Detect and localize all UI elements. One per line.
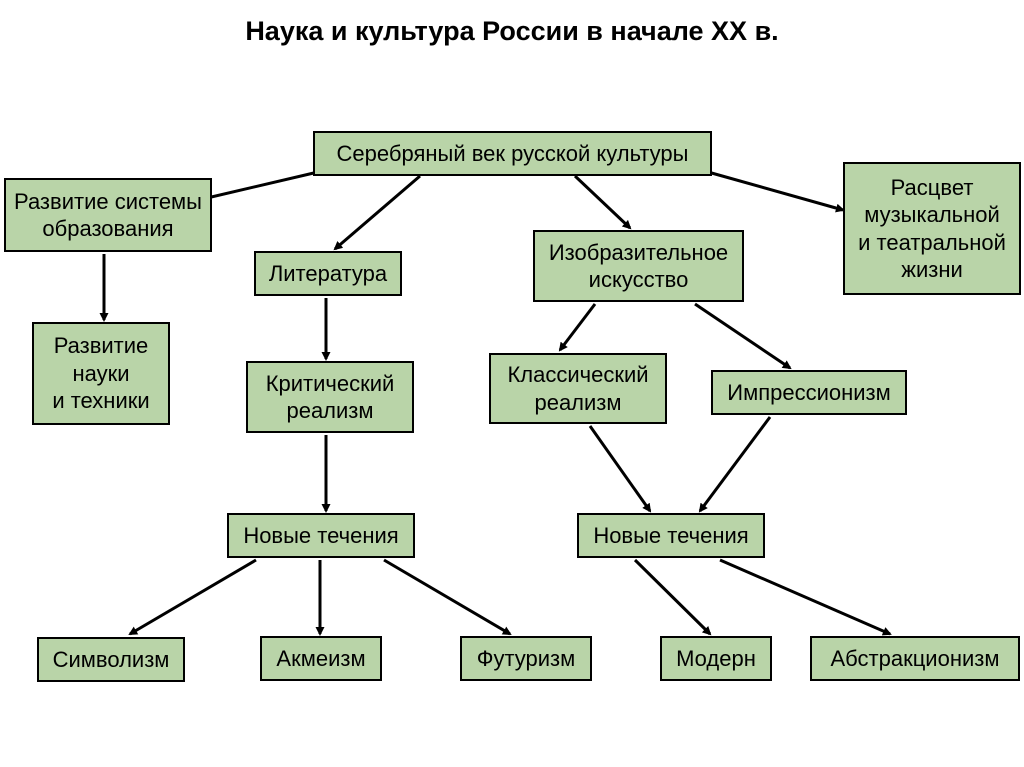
node-label: Развитие науки и техники: [52, 332, 149, 415]
node-trend2: Новые течения: [577, 513, 765, 558]
node-label: Абстракционизм: [831, 645, 1000, 673]
node-label: Критический реализм: [266, 370, 395, 425]
edge-arrow: [560, 304, 595, 350]
node-label: Символизм: [53, 646, 170, 674]
node-edu: Развитие системы образования: [4, 178, 212, 252]
node-label: Модерн: [676, 645, 756, 673]
node-label: Акмеизм: [276, 645, 365, 673]
node-label: Футуризм: [477, 645, 576, 673]
node-label: Импрессионизм: [727, 379, 891, 407]
node-label: Изобразительное искусство: [549, 239, 728, 294]
edge-arrow: [708, 172, 843, 210]
edge-arrow: [700, 417, 770, 511]
node-music: Расцвет музыкальной и театральной жизни: [843, 162, 1021, 295]
node-silver: Серебряный век русской культуры: [313, 131, 712, 176]
node-crit: Критический реализм: [246, 361, 414, 433]
node-label: Новые течения: [243, 522, 398, 550]
node-art: Изобразительное искусство: [533, 230, 744, 302]
node-label: Развитие системы образования: [14, 188, 202, 243]
node-label: Расцвет музыкальной и театральной жизни: [858, 174, 1006, 284]
node-acme: Акмеизм: [260, 636, 382, 681]
node-label: Новые течения: [593, 522, 748, 550]
edge-arrow: [384, 560, 510, 634]
node-label: Классический реализм: [507, 361, 648, 416]
edge-arrow: [590, 426, 650, 511]
node-modern: Модерн: [660, 636, 772, 681]
edge-arrow: [720, 560, 890, 634]
node-trend1: Новые течения: [227, 513, 415, 558]
edge-arrow: [335, 176, 420, 249]
edge-arrow: [575, 176, 630, 228]
diagram-title: Наука и культура России в начале XX в.: [0, 16, 1024, 47]
edge-arrow: [695, 304, 790, 368]
node-lit: Литература: [254, 251, 402, 296]
node-classic: Классический реализм: [489, 353, 667, 424]
edge-arrow: [130, 560, 256, 634]
node-impr: Импрессионизм: [711, 370, 907, 415]
node-abstr: Абстракционизм: [810, 636, 1020, 681]
node-label: Литература: [269, 260, 387, 288]
node-sci: Развитие науки и техники: [32, 322, 170, 425]
node-symb: Символизм: [37, 637, 185, 682]
edge-arrow: [635, 560, 710, 634]
node-label: Серебряный век русской культуры: [337, 140, 689, 168]
node-futur: Футуризм: [460, 636, 592, 681]
